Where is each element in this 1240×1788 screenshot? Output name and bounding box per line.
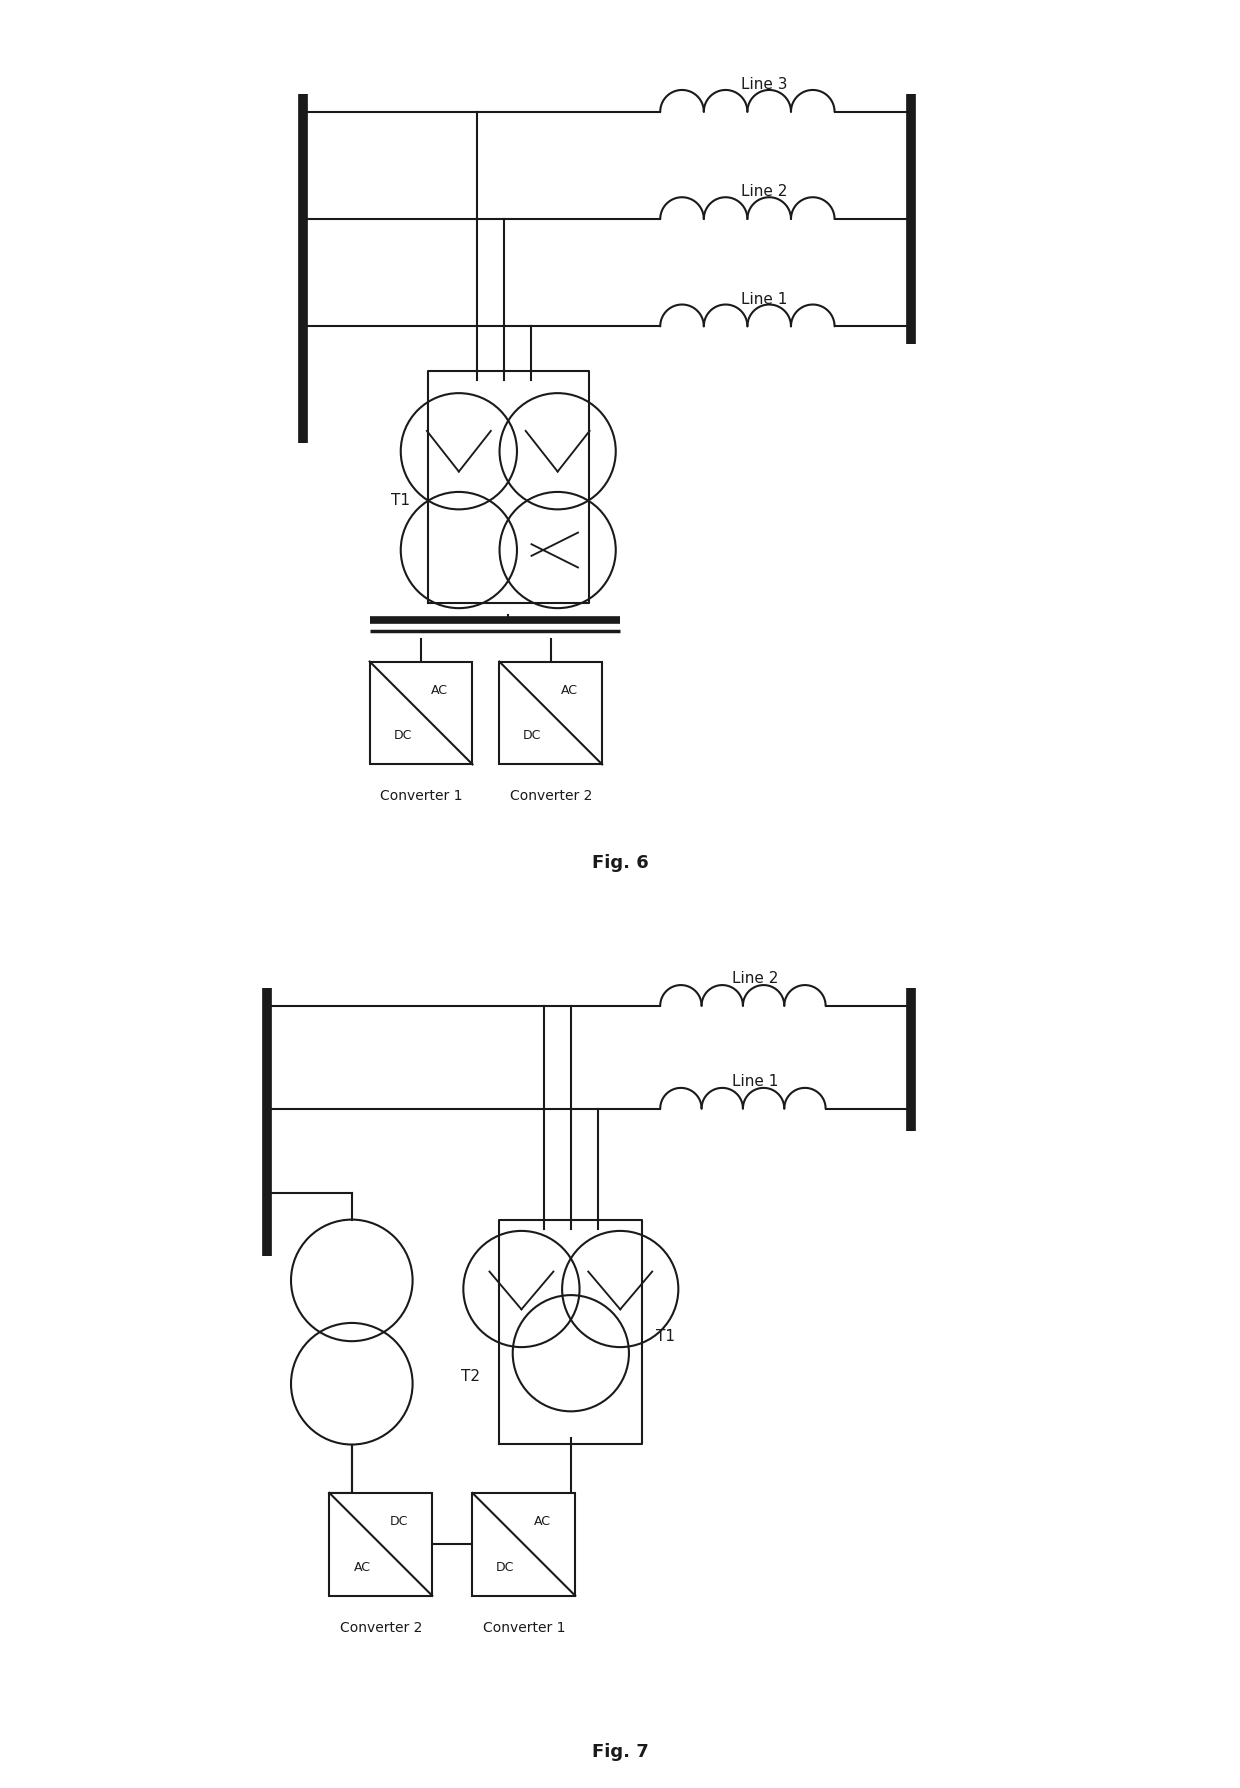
Bar: [472, 1493, 575, 1595]
Text: Line 2: Line 2: [732, 971, 779, 987]
Text: AC: AC: [534, 1514, 551, 1529]
Text: Line 1: Line 1: [740, 291, 787, 306]
Text: Converter 2: Converter 2: [340, 1620, 422, 1634]
Text: AC: AC: [353, 1561, 371, 1573]
Text: Converter 2: Converter 2: [510, 790, 591, 803]
Text: T2: T2: [461, 1370, 480, 1384]
Text: Converter 1: Converter 1: [482, 1620, 565, 1634]
Text: T1: T1: [391, 493, 410, 508]
Text: AC: AC: [432, 683, 448, 697]
Text: DC: DC: [391, 1514, 408, 1529]
Text: Line 1: Line 1: [732, 1075, 779, 1089]
Bar: [370, 662, 472, 765]
Text: AC: AC: [560, 683, 578, 697]
Text: Converter 1: Converter 1: [379, 790, 463, 803]
Bar: [500, 662, 603, 765]
Text: DC: DC: [393, 730, 412, 742]
Text: Fig. 6: Fig. 6: [591, 853, 649, 873]
Text: T1: T1: [656, 1328, 675, 1345]
Text: DC: DC: [523, 730, 542, 742]
Bar: [330, 1493, 433, 1595]
Text: DC: DC: [496, 1561, 515, 1573]
Text: Fig. 7: Fig. 7: [591, 1743, 649, 1761]
Text: Line 3: Line 3: [740, 77, 787, 91]
Text: Line 2: Line 2: [740, 184, 787, 200]
